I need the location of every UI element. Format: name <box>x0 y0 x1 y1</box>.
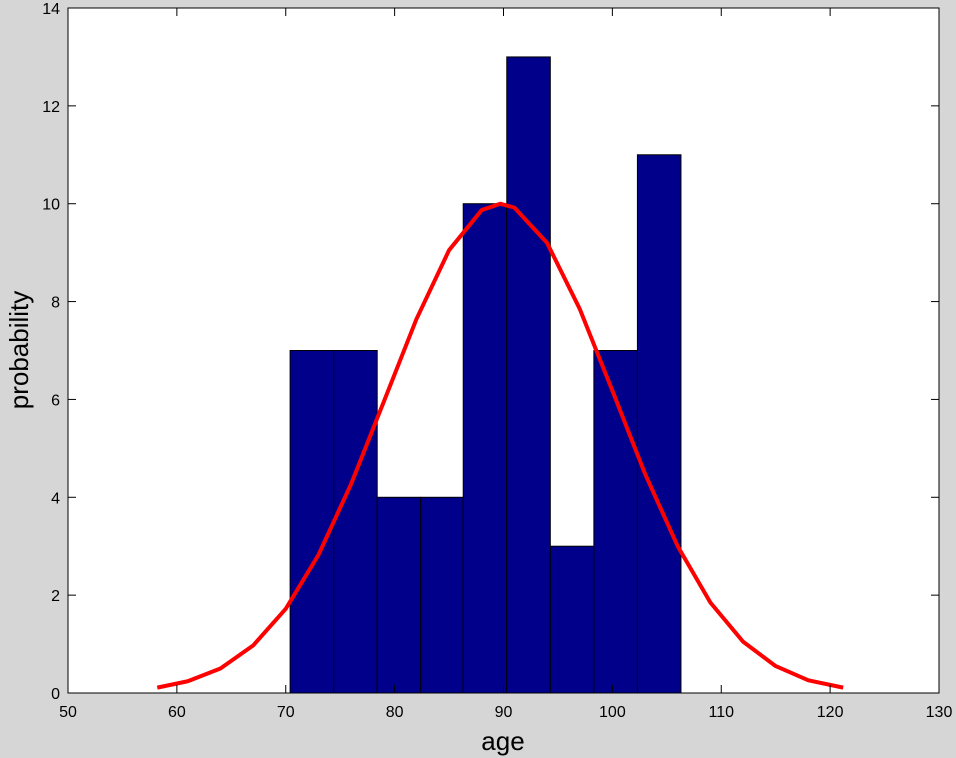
x-tick-label: 100 <box>599 704 626 721</box>
x-tick-label: 80 <box>386 704 404 721</box>
x-tick-label: 120 <box>817 704 844 721</box>
fit-curve <box>156 201 844 690</box>
bar <box>636 154 682 694</box>
x-tick-label: 90 <box>495 704 513 721</box>
bar <box>376 496 422 694</box>
bar <box>593 350 638 694</box>
x-tick-label: 60 <box>168 704 186 721</box>
y-tick-label: 2 <box>51 588 60 605</box>
x-tick-label: 70 <box>277 704 295 721</box>
y-axis-label: probability <box>4 291 34 410</box>
bar <box>420 496 464 694</box>
bar <box>289 350 335 694</box>
y-tick-label: 0 <box>51 686 60 703</box>
x-tick-label: 130 <box>926 704 953 721</box>
bar <box>462 203 508 694</box>
y-tick-label: 12 <box>42 99 60 116</box>
y-tick-label: 4 <box>51 490 60 507</box>
x-tick-label: 110 <box>708 704 734 721</box>
y-tick-label: 10 <box>42 197 60 214</box>
y-tick-label: 8 <box>51 295 60 312</box>
bar <box>333 350 378 694</box>
y-tick-label: 14 <box>42 1 60 18</box>
y-tick-label: 6 <box>51 392 60 409</box>
x-tick-label: 50 <box>59 704 77 721</box>
bar <box>506 56 551 694</box>
x-axis-label: age <box>481 726 524 756</box>
bar <box>549 545 595 694</box>
